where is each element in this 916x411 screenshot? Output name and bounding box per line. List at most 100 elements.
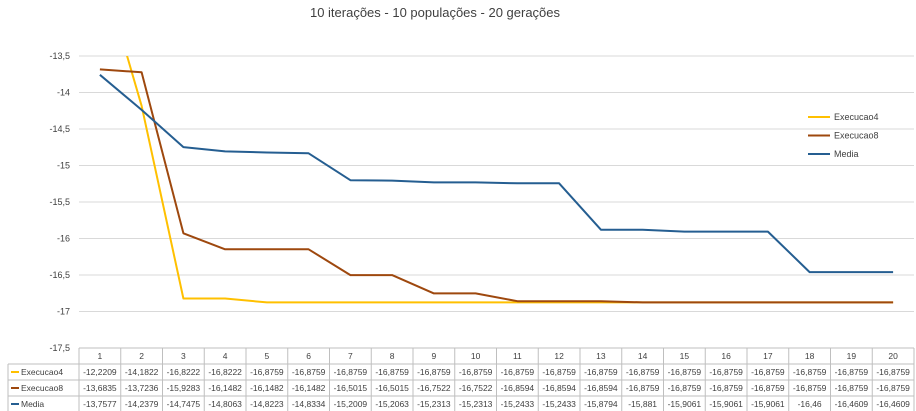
data-label: -16,8759 — [542, 367, 576, 377]
data-label: -15,9061 — [668, 399, 702, 409]
data-label: -16,4609 — [876, 399, 910, 409]
y-tick-label: -17 — [57, 307, 70, 317]
data-label: -14,8063 — [208, 399, 242, 409]
x-tick-label: 3 — [181, 351, 186, 361]
x-tick-label: 8 — [390, 351, 395, 361]
x-tick-label: 16 — [721, 351, 731, 361]
data-label: -14,7475 — [167, 399, 201, 409]
legend-label: Media — [834, 149, 859, 159]
data-label: -16,7522 — [417, 383, 451, 393]
data-label: -15,8794 — [584, 399, 618, 409]
x-tick-label: 15 — [680, 351, 690, 361]
y-tick-label: -14 — [57, 88, 70, 98]
series-line-execucao8 — [99, 68, 894, 304]
data-label: -15,881 — [628, 399, 657, 409]
x-tick-label: 14 — [638, 351, 648, 361]
y-tick-label: -16,5 — [49, 270, 70, 280]
data-label: -16,1482 — [292, 383, 326, 393]
data-label: -15,2433 — [501, 399, 535, 409]
grid-layer — [79, 55, 914, 349]
data-label: -16,8759 — [459, 367, 493, 377]
y-tick-label: -15,5 — [49, 197, 70, 207]
data-label: -14,8334 — [292, 399, 326, 409]
data-label: -15,2063 — [375, 399, 409, 409]
data-label: -14,8223 — [250, 399, 284, 409]
y-tick-label: -17,5 — [49, 343, 70, 353]
data-label: -16,8759 — [375, 367, 409, 377]
data-label: -16,1482 — [208, 383, 242, 393]
data-label: -16,8759 — [292, 367, 326, 377]
x-tick-label: 4 — [223, 351, 228, 361]
x-tick-label: 17 — [763, 351, 773, 361]
data-label: -12,2209 — [83, 367, 117, 377]
series-layer — [99, 56, 894, 304]
series-line-media — [99, 74, 894, 274]
data-label: -16,8759 — [626, 367, 660, 377]
data-label: -16,8759 — [668, 383, 702, 393]
x-tick-label: 18 — [805, 351, 815, 361]
data-label: -16,8222 — [208, 367, 242, 377]
data-label: -16,8759 — [751, 383, 785, 393]
y-axis: -13,5 -14 -14,5 -15 -15,5 -16 -16,5 -17 -17,5 — [49, 51, 70, 353]
x-tick-label: 1 — [98, 351, 103, 361]
data-label: -16,8222 — [167, 367, 201, 377]
data-label: -16,8759 — [668, 367, 702, 377]
data-label: -16,46 — [798, 399, 822, 409]
data-label: -16,8759 — [501, 367, 535, 377]
data-label: -16,8759 — [793, 367, 827, 377]
data-label: -16,8594 — [542, 383, 576, 393]
chart-title: 10 iterações - 10 populações - 20 geraçõ… — [310, 5, 561, 20]
data-label: -13,6835 — [83, 383, 117, 393]
data-label: -13,7236 — [125, 383, 159, 393]
y-tick-label: -15 — [57, 161, 70, 171]
x-tick-label: 5 — [265, 351, 270, 361]
data-label: -15,9061 — [751, 399, 785, 409]
data-label: -15,9283 — [167, 383, 201, 393]
data-label: -15,2313 — [459, 399, 493, 409]
x-tick-label: 11 — [513, 351, 522, 361]
table-series-name: Execucao8 — [21, 383, 63, 393]
x-tick-label: 6 — [306, 351, 311, 361]
y-tick-label: -16 — [57, 234, 70, 244]
data-label: -16,1482 — [250, 383, 284, 393]
x-tick-label: 10 — [471, 351, 481, 361]
data-label: -14,2379 — [125, 399, 159, 409]
data-label: -14,1822 — [125, 367, 159, 377]
x-tick-label: 19 — [847, 351, 857, 361]
legend-label: Execucao4 — [834, 112, 879, 122]
legend: Execucao4 Execucao8 Media — [808, 112, 879, 159]
data-label: -16,8759 — [876, 367, 910, 377]
x-tick-label: 20 — [888, 351, 898, 361]
data-label: -16,8759 — [417, 367, 451, 377]
data-label: -16,8759 — [751, 367, 785, 377]
data-label: -16,5015 — [375, 383, 409, 393]
data-label: -16,8759 — [250, 367, 284, 377]
data-label: -15,2313 — [417, 399, 451, 409]
data-label: -15,9061 — [709, 399, 743, 409]
x-tick-label: 9 — [432, 351, 437, 361]
x-tick-label: 2 — [139, 351, 144, 361]
legend-label: Execucao8 — [834, 131, 879, 141]
data-label: -16,8759 — [709, 367, 743, 377]
data-table: 1 2 3 4 5 6 7 8 9 10 11 12 13 14 15 16 17 18 19 20Execucao4… — [7, 347, 915, 411]
y-tick-label: -13,5 — [49, 51, 70, 61]
data-label: -13,7577 — [83, 399, 117, 409]
data-label: -16,5015 — [334, 383, 368, 393]
data-label: -16,8759 — [334, 367, 368, 377]
data-label: -16,7522 — [459, 383, 493, 393]
data-label: -16,8759 — [835, 383, 869, 393]
data-label: -16,8759 — [835, 367, 869, 377]
data-label: -15,2433 — [542, 399, 576, 409]
data-label: -16,4609 — [835, 399, 869, 409]
data-label: -16,8594 — [584, 383, 618, 393]
data-label: -16,8759 — [793, 383, 827, 393]
table-series-name: Execucao4 — [21, 367, 63, 377]
y-tick-label: -14,5 — [49, 124, 70, 134]
x-tick-label: 7 — [348, 351, 353, 361]
data-label: -16,8759 — [584, 367, 618, 377]
table-series-name: Media — [21, 399, 44, 409]
data-label: -16,8594 — [501, 383, 535, 393]
data-label: -16,8759 — [626, 383, 660, 393]
x-tick-label: 12 — [554, 351, 564, 361]
